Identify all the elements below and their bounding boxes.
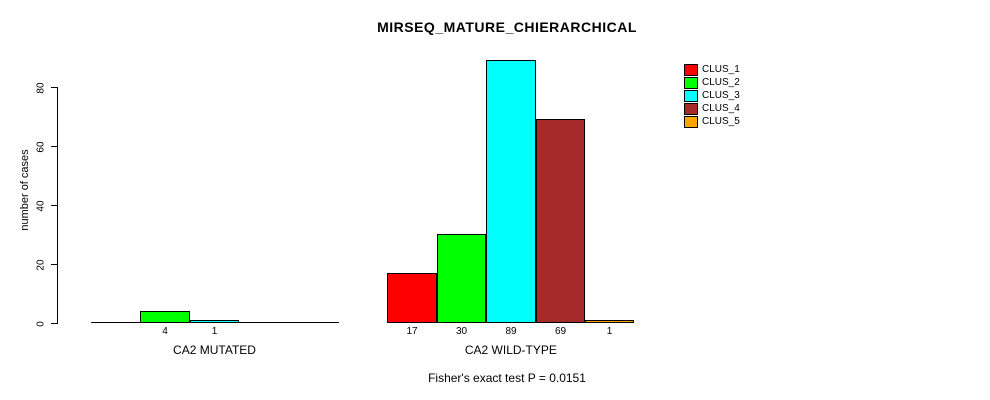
- bar-value-label: 4: [162, 326, 168, 337]
- bar-value-label: 69: [554, 326, 567, 337]
- y-axis-tick: [51, 264, 57, 265]
- bar-zero-clus_1-1: [91, 322, 141, 323]
- y-axis-tick: [51, 205, 57, 206]
- legend-label-clus_5: CLUS_5: [702, 116, 740, 127]
- y-axis-line: [57, 87, 58, 324]
- fisher-test-annotation: Fisher's exact test P = 0.0151: [428, 371, 586, 385]
- category-label-2: CA2 WILD-TYPE: [464, 343, 557, 357]
- legend-label-clus_1: CLUS_1: [702, 64, 740, 75]
- bar-clus_4-2: [536, 119, 585, 323]
- bar-clus_5-2: [585, 320, 634, 323]
- bar-zero-clus_4-1: [239, 322, 290, 323]
- y-axis-tick: [51, 323, 57, 324]
- legend-label-clus_2: CLUS_2: [702, 77, 740, 88]
- bar-clus_2-2: [437, 234, 486, 323]
- bar-value-label: 1: [211, 326, 218, 337]
- bar-clus_3-1: [190, 320, 239, 323]
- y-axis-label: number of cases: [19, 149, 31, 231]
- legend-swatch-clus_1: [684, 64, 698, 76]
- category-label-1: CA2 MUTATED: [173, 343, 256, 357]
- y-axis-tick: [51, 146, 57, 147]
- legend-swatch-clus_2: [684, 77, 698, 89]
- y-axis-tick-label: 40: [35, 199, 47, 212]
- legend-label-clus_4: CLUS_4: [702, 103, 740, 114]
- y-axis-tick: [51, 87, 57, 88]
- legend-label-clus_3: CLUS_3: [702, 90, 740, 101]
- bar-value-label: 17: [406, 326, 418, 337]
- bar-clus_1-2: [387, 273, 437, 323]
- bar-clus_3-2: [486, 60, 536, 323]
- bar-value-label: 30: [455, 326, 468, 337]
- bar-value-label: 1: [606, 326, 613, 337]
- y-axis-tick-label: 60: [35, 140, 47, 153]
- bar-value-label: 89: [505, 326, 517, 337]
- bar-zero-clus_5-1: [289, 322, 339, 323]
- y-axis-tick-label: 80: [35, 81, 47, 94]
- chart-title: MIRSEQ_MATURE_CHIERARCHICAL: [377, 19, 637, 35]
- y-axis-tick-label: 20: [35, 258, 47, 271]
- legend-swatch-clus_3: [684, 90, 698, 102]
- y-axis-tick-label: 0: [35, 320, 47, 327]
- bar-clus_2-1: [140, 311, 190, 323]
- legend-swatch-clus_5: [684, 116, 698, 128]
- legend-swatch-clus_4: [684, 103, 698, 115]
